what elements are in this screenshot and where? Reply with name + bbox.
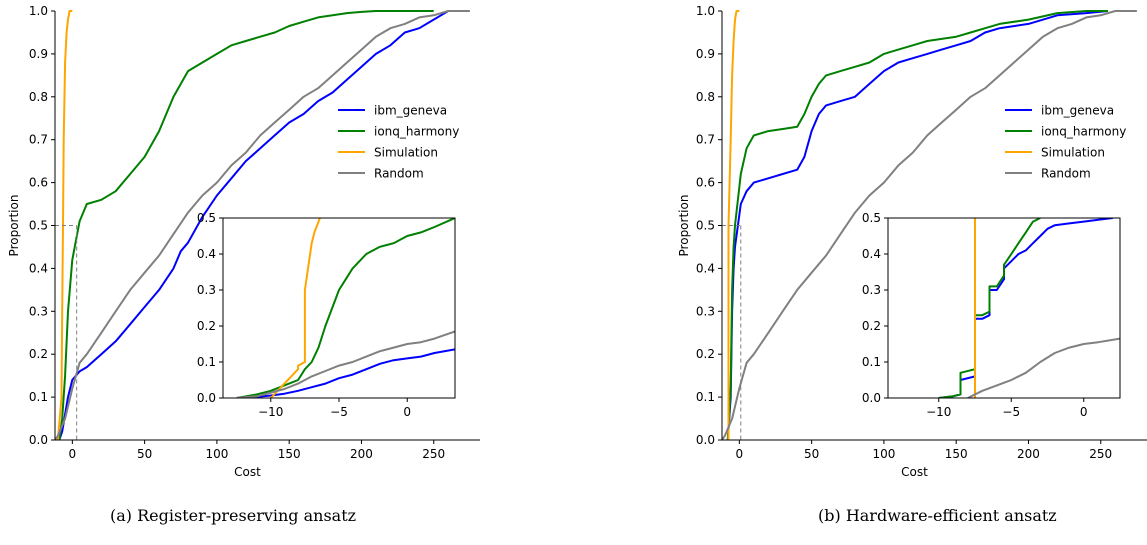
x-tick-label: 50 <box>804 447 819 461</box>
series-line-Simulation <box>727 10 740 440</box>
y-tick-label: 0.3 <box>696 304 715 318</box>
inset-x-tick-label: 0 <box>403 405 411 419</box>
legend-entry-ibm_geneva: ibm_geneva <box>1041 104 1114 118</box>
inset-y-tick-label: 0.5 <box>862 211 881 225</box>
series-group <box>55 10 470 440</box>
chart-panel-b: 0.0 0.1 0.2 0.3 0.4 0.5 0.6 0.7 0.8 0.9 1.0 0 50 100 1… <box>677 4 1147 479</box>
y-tick-label: 0.2 <box>696 347 715 361</box>
inset-y-tick-label: 0.1 <box>197 355 216 369</box>
x-tick-label: 150 <box>278 447 301 461</box>
x-tick-label: 250 <box>1089 447 1112 461</box>
inset-frame <box>222 217 456 399</box>
inset-chart: 0.0 0.1 0.2 0.3 0.4 0.5 −10 −5 0 <box>862 211 1121 419</box>
inset-x-tick-label: −10 <box>258 405 283 419</box>
y-tick-label: 0.1 <box>696 390 715 404</box>
legend: ibm_geneva ionq_harmony Simulation Random <box>1005 104 1126 181</box>
series-line-Simulation <box>56 10 73 440</box>
y-tick-label: 0.8 <box>696 90 715 104</box>
y-tick-label: 0.5 <box>696 219 715 233</box>
y-tick-label: 0.0 <box>696 433 715 447</box>
series-line-ionq_harmony <box>726 10 1108 440</box>
legend-entry-Simulation: Simulation <box>374 146 438 160</box>
inset-x-tick-label: 0 <box>1080 405 1088 419</box>
legend: ibm_geneva ionq_harmony Simulation Random <box>338 104 459 181</box>
inset-series-line-ionq_harmony <box>236 218 455 398</box>
inset-series-line-Random <box>236 330 455 398</box>
series-line-ionq_harmony <box>58 10 434 440</box>
y-tick-label: 0.7 <box>29 133 48 147</box>
inset-y-tick-label: 0.2 <box>197 319 216 333</box>
inset-x-tick-label: −10 <box>926 405 951 419</box>
y-tick-label: 0.4 <box>696 261 715 275</box>
caption-b: (b) Hardware-efficient ansatz <box>818 506 1057 525</box>
inset-x-tick-label: −5 <box>330 405 348 419</box>
inset-y-tick-label: 0.5 <box>197 211 216 225</box>
legend-entry-ibm_geneva: ibm_geneva <box>374 104 447 118</box>
y-axis-label: Proportion <box>7 195 21 257</box>
y-tick-label: 0.4 <box>29 261 48 275</box>
y-tick-label: 1.0 <box>29 4 48 18</box>
x-tick-label: 250 <box>422 447 445 461</box>
inset-series-group <box>236 218 455 398</box>
y-tick-label: 0.2 <box>29 347 48 361</box>
y-tick-label: 0.9 <box>696 47 715 61</box>
inset-y-tick-label: 0.4 <box>197 247 216 261</box>
inset-y-tick-label: 0.2 <box>862 319 881 333</box>
series-line-ibm_geneva <box>58 10 463 440</box>
series-line-Random <box>55 10 470 440</box>
series-line-ibm_geneva <box>726 10 1109 440</box>
legend-entry-ionq_harmony: ionq_harmony <box>1041 125 1126 139</box>
inset-y-tick-label: 0.3 <box>862 283 881 297</box>
inset-chart: 0.0 0.1 0.2 0.3 0.4 0.5 −10 −5 0 <box>197 211 456 419</box>
legend-entry-Random: Random <box>1041 167 1091 181</box>
inset-y-tick-label: 0.1 <box>862 355 881 369</box>
x-tick-label: 100 <box>872 447 895 461</box>
x-tick-label: 200 <box>350 447 373 461</box>
x-tick-label: 50 <box>137 447 152 461</box>
inset-series-line-Simulation <box>270 218 321 398</box>
inset-series-line-ibm_geneva <box>236 348 455 398</box>
figure-canvas: 0.0 0.1 0.2 0.3 0.4 0.5 0.6 0.7 0.8 0.9 1.0 0 50 100 1… <box>7 4 1147 479</box>
y-tick-label: 0.8 <box>29 90 48 104</box>
inset-y-tick-label: 0.3 <box>197 283 216 297</box>
caption-a: (a) Register-preserving ansatz <box>110 506 357 525</box>
legend-entry-Random: Random <box>374 167 424 181</box>
inset-frame <box>887 217 1121 399</box>
chart-panel-a: 0.0 0.1 0.2 0.3 0.4 0.5 0.6 0.7 0.8 0.9 1.0 0 50 100 1… <box>7 4 480 479</box>
legend-entry-Simulation: Simulation <box>1041 146 1105 160</box>
inset-series-line-ionq_harmony <box>938 218 1041 398</box>
x-tick-label: 200 <box>1017 447 1040 461</box>
y-tick-label: 0.6 <box>696 176 715 190</box>
inset-y-tick-label: 0.0 <box>862 391 881 405</box>
series-group <box>722 10 1137 440</box>
y-tick-label: 0.3 <box>29 304 48 318</box>
inset-y-tick-label: 0.0 <box>197 391 216 405</box>
inset-series-group <box>938 218 1120 398</box>
y-axis-label: Proportion <box>677 195 691 257</box>
inset-y-tick-label: 0.4 <box>862 247 881 261</box>
inset-x-tick-label: −5 <box>1002 405 1020 419</box>
x-tick-label: 0 <box>736 447 744 461</box>
x-axis-label: Cost <box>901 465 928 479</box>
y-tick-label: 0.5 <box>29 219 48 233</box>
x-tick-label: 100 <box>205 447 228 461</box>
y-tick-label: 0.0 <box>29 433 48 447</box>
series-line-Random <box>722 10 1137 440</box>
legend-entry-ionq_harmony: ionq_harmony <box>374 125 459 139</box>
y-tick-label: 0.6 <box>29 176 48 190</box>
x-axis-label: Cost <box>234 465 261 479</box>
y-tick-label: 0.7 <box>696 133 715 147</box>
y-tick-label: 0.9 <box>29 47 48 61</box>
y-tick-label: 1.0 <box>696 4 715 18</box>
inset-series-line-Random <box>967 337 1120 398</box>
y-tick-label: 0.1 <box>29 390 48 404</box>
inset-border <box>887 217 1121 399</box>
x-tick-label: 0 <box>69 447 77 461</box>
x-tick-label: 150 <box>945 447 968 461</box>
